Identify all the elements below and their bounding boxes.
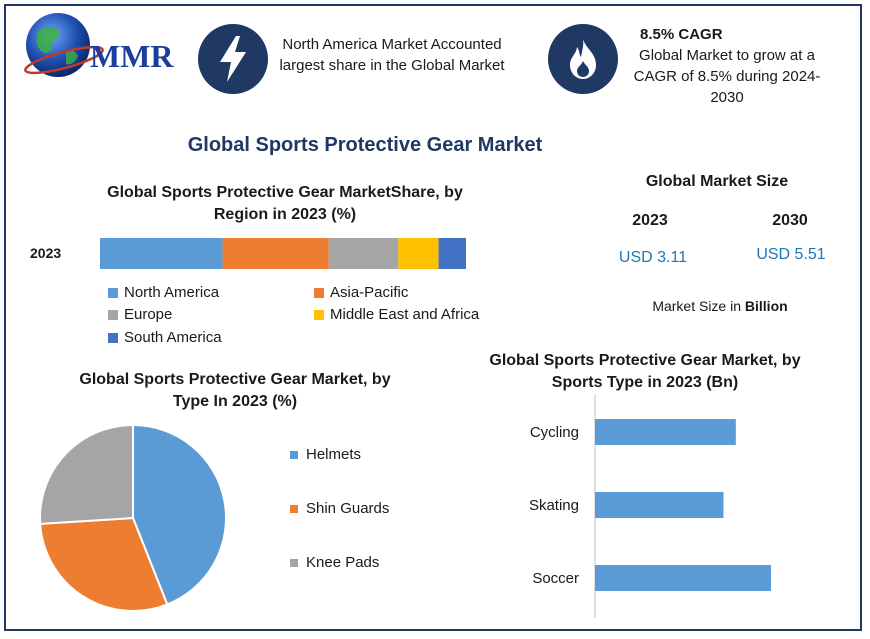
tick-label-cycling: Cycling bbox=[530, 424, 579, 441]
market-size-value-2023: USD 3.11 bbox=[618, 249, 688, 266]
region-stacked-bar-chart bbox=[100, 238, 466, 269]
legend-middle-east-africa: Middle East and Africa bbox=[314, 306, 479, 323]
pie-legend-helmets: Helmets bbox=[290, 446, 361, 463]
legend-label: Asia-Pacific bbox=[330, 284, 409, 301]
sports-chart-title: Global Sports Protective Gear Market, by… bbox=[489, 352, 801, 391]
region-chart-title: Global Sports Protective Gear MarketShar… bbox=[107, 184, 463, 223]
cagr-description: Global Market to grow at a CAGR of 8.5% … bbox=[633, 47, 821, 106]
legend-label: Knee Pads bbox=[306, 554, 380, 571]
legend-label: South America bbox=[124, 329, 222, 346]
info-left-text: North America Market Accounted largest s… bbox=[279, 36, 505, 74]
type-pie-chart bbox=[39, 423, 227, 612]
pie-slice-shin-guards bbox=[39, 516, 169, 612]
legend-swatch bbox=[290, 450, 298, 459]
pie-slice-helmets bbox=[132, 423, 227, 606]
logo: MMR bbox=[16, 10, 176, 80]
logo-text: MMR bbox=[90, 38, 174, 74]
legend-swatch bbox=[314, 287, 324, 298]
legend-label: Europe bbox=[124, 306, 173, 323]
stack-segment-south-america bbox=[438, 238, 466, 269]
legend-swatch bbox=[108, 309, 118, 320]
stack-segment-europe bbox=[328, 238, 399, 269]
unit-prefix: Market Size in bbox=[652, 298, 742, 314]
legend-swatch bbox=[108, 332, 118, 343]
bar-soccer bbox=[595, 565, 771, 591]
sports-bar-chart: Cycling Skating Soccer bbox=[529, 395, 771, 618]
info-left-badge bbox=[198, 24, 268, 94]
market-size-year-2030: 2030 bbox=[772, 212, 808, 229]
legend-swatch bbox=[108, 287, 118, 298]
globe-logo-icon bbox=[24, 13, 104, 77]
cagr-heading: 8.5% CAGR bbox=[640, 26, 723, 43]
legend-label: Helmets bbox=[306, 446, 362, 463]
legend-swatch bbox=[290, 504, 298, 513]
bar-cycling bbox=[595, 419, 736, 445]
unit-bold: Billion bbox=[744, 298, 788, 314]
stack-category-label: 2023 bbox=[30, 245, 62, 261]
lightning-bolt-icon bbox=[220, 36, 246, 82]
legend-asia-pacific: Asia-Pacific bbox=[314, 284, 408, 301]
legend-label: North America bbox=[124, 284, 220, 301]
pie-legend-shin-guards: Shin Guards bbox=[290, 500, 389, 517]
legend-swatch bbox=[290, 558, 298, 567]
market-size-unit-note: Market Size in Billion bbox=[620, 298, 820, 314]
legend-label: Middle East and Africa bbox=[330, 306, 480, 323]
market-size-value-2030: USD 5.51 bbox=[756, 246, 826, 263]
market-size-title: Global Market Size bbox=[645, 173, 789, 190]
flame-icon bbox=[570, 39, 596, 79]
legend-south-america: South America bbox=[108, 329, 222, 346]
stack-segment-middle-east-and-africa bbox=[398, 238, 439, 269]
bar-skating bbox=[595, 492, 724, 518]
legend-label: Shin Guards bbox=[306, 500, 390, 517]
type-chart-title: Global Sports Protective Gear Market, by… bbox=[79, 371, 391, 410]
legend-europe: Europe bbox=[108, 306, 172, 323]
stack-segment-asia-pacific bbox=[222, 238, 329, 269]
tick-label-soccer: Soccer bbox=[532, 570, 579, 587]
legend-swatch bbox=[314, 309, 324, 320]
stack-segment-north-america bbox=[100, 238, 223, 269]
pie-legend-knee-pads: Knee Pads bbox=[290, 554, 379, 571]
tick-label-skating: Skating bbox=[529, 497, 579, 514]
legend-north-america: North America bbox=[108, 284, 219, 301]
pie-slice-knee-pads bbox=[39, 423, 134, 525]
market-size-year-2023: 2023 bbox=[632, 212, 668, 229]
info-right-badge bbox=[548, 24, 618, 94]
page-title: Global Sports Protective Gear Market bbox=[187, 134, 543, 156]
info-right-text: 8.5% CAGR Global Market to grow at a CAG… bbox=[622, 24, 832, 108]
